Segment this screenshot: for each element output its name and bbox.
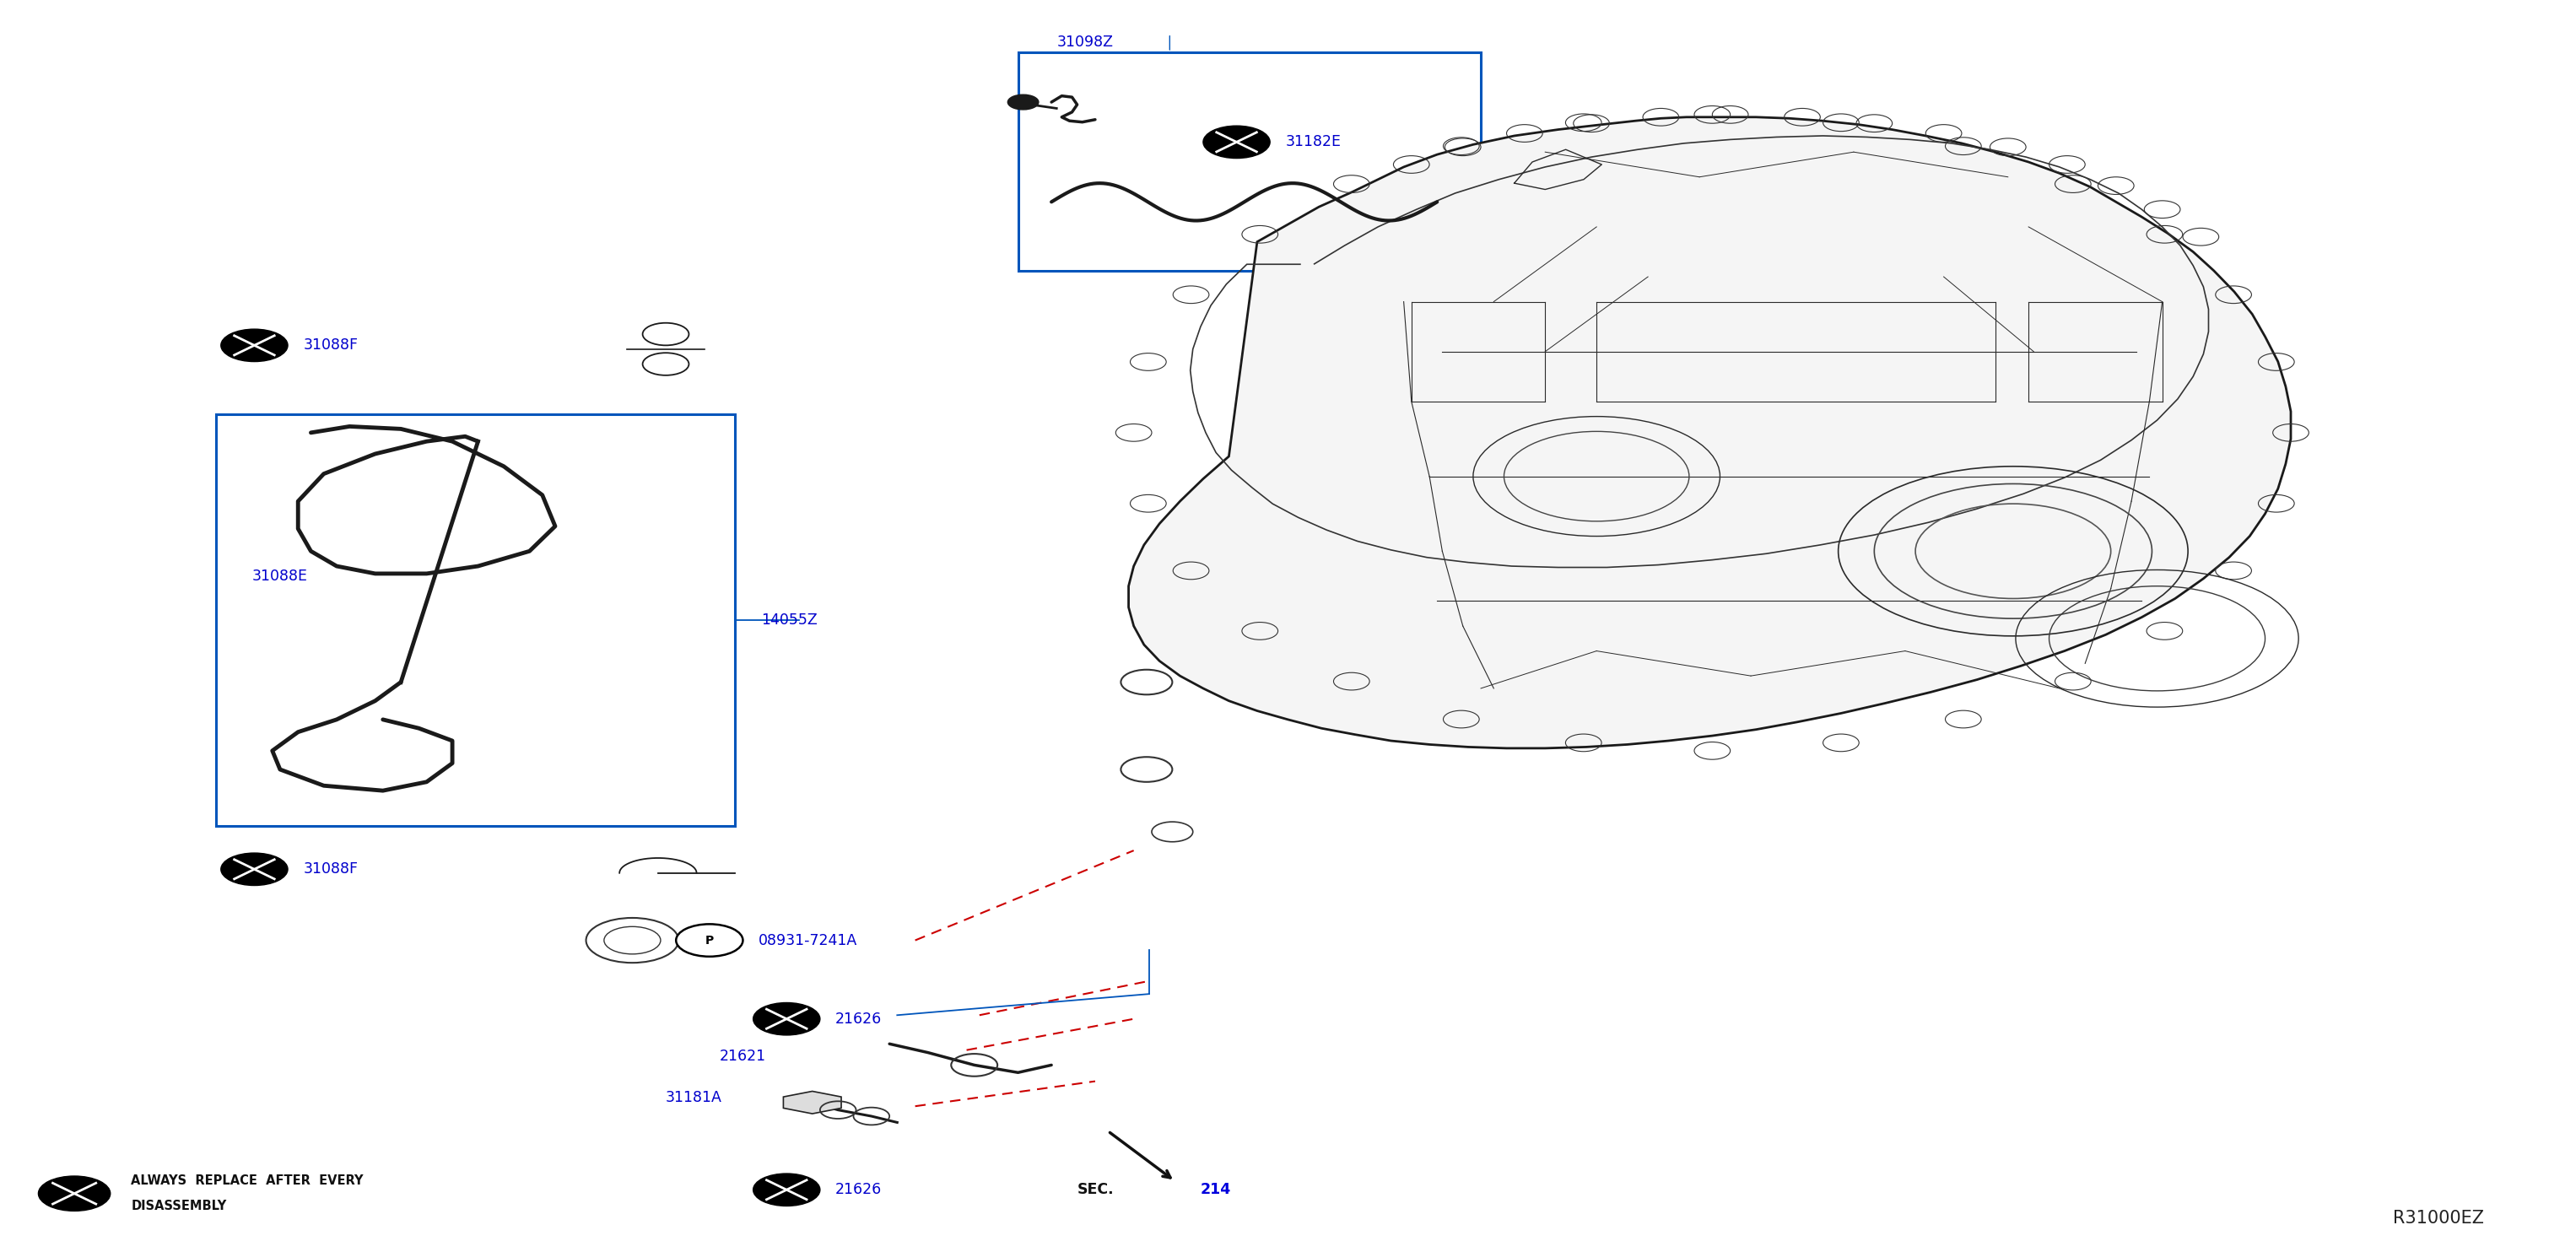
Text: R31000EZ: R31000EZ: [2393, 1209, 2483, 1227]
Text: 21626: 21626: [835, 1012, 881, 1027]
Circle shape: [1203, 126, 1270, 158]
Circle shape: [1007, 95, 1038, 110]
Circle shape: [675, 924, 742, 957]
Text: 08931-7241A: 08931-7241A: [757, 933, 858, 948]
Polygon shape: [1128, 118, 2290, 749]
Circle shape: [222, 853, 289, 885]
Text: 31182E: 31182E: [1285, 134, 1342, 150]
Text: 21626: 21626: [835, 1182, 881, 1197]
FancyBboxPatch shape: [1018, 53, 1481, 270]
Text: ALWAYS  REPLACE  AFTER  EVERY: ALWAYS REPLACE AFTER EVERY: [131, 1174, 363, 1187]
Text: 31088E: 31088E: [252, 568, 307, 583]
Text: 31181A: 31181A: [665, 1090, 721, 1106]
Circle shape: [39, 1176, 111, 1211]
Text: 14055Z: 14055Z: [760, 612, 817, 627]
Text: 31098Z: 31098Z: [1056, 35, 1113, 50]
Polygon shape: [783, 1092, 842, 1114]
Circle shape: [222, 329, 289, 362]
Circle shape: [752, 1003, 819, 1035]
FancyBboxPatch shape: [216, 414, 734, 825]
Circle shape: [752, 1173, 819, 1206]
Text: DISASSEMBLY: DISASSEMBLY: [131, 1199, 227, 1212]
Text: 214: 214: [1200, 1182, 1231, 1197]
Text: 31088F: 31088F: [304, 338, 358, 353]
Text: P: P: [706, 934, 714, 947]
Text: 31088F: 31088F: [304, 861, 358, 876]
Text: 21621: 21621: [719, 1049, 765, 1064]
Text: SEC.: SEC.: [1077, 1182, 1113, 1197]
